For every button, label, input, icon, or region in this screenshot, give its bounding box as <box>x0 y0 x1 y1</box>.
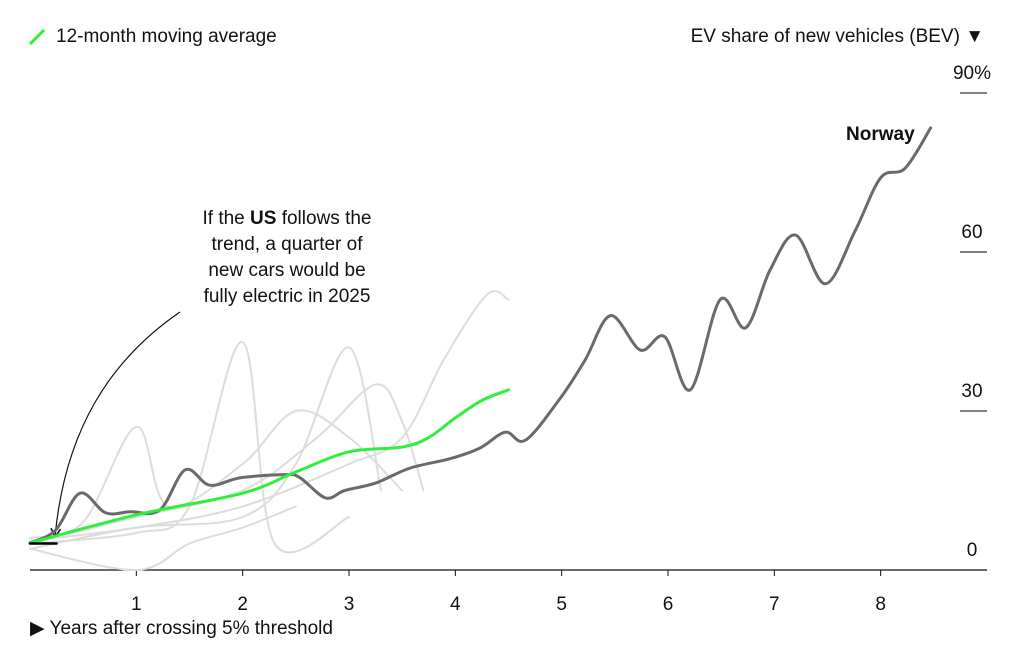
series-line <box>29 290 510 542</box>
annotation-text: follows the <box>276 208 371 229</box>
series-line <box>28 388 510 545</box>
x-tick-label: 8 <box>875 594 886 615</box>
x-tick-label: 6 <box>663 594 674 615</box>
series-line <box>29 341 350 554</box>
y-tick-label: 30 <box>961 381 982 402</box>
y-tick-label: 60 <box>961 222 982 243</box>
y-tick-label: 90% <box>953 63 991 84</box>
legend-label: 12-month moving average <box>56 26 277 47</box>
y-axis-title: EV share of new vehicles (BEV) ▼ <box>691 26 984 47</box>
annotation-text: If the <box>203 208 251 229</box>
annotation-line: If the US follows the <box>203 208 372 229</box>
annotation-line: fully electric in 2025 <box>204 286 371 307</box>
annotation-line: trend, a quarter of <box>211 234 363 255</box>
series-line <box>29 383 425 545</box>
series-line <box>28 126 933 545</box>
x-tick-label: 4 <box>450 594 461 615</box>
annotation-line: new cars would be <box>208 260 365 281</box>
x-axis-title: ▶ Years after crossing 5% threshold <box>30 618 333 639</box>
legend-swatch <box>28 28 46 46</box>
x-tick-label: 7 <box>769 594 780 615</box>
series-label: Norway <box>846 124 915 145</box>
x-tick-label: 1 <box>131 594 142 615</box>
x-tick-label: 3 <box>344 594 355 615</box>
y-tick-label: 0 <box>967 540 978 561</box>
series-line <box>29 505 297 572</box>
annotation-bold: US <box>250 208 276 229</box>
x-tick-label: 2 <box>237 594 248 615</box>
series-line <box>29 346 382 550</box>
x-tick-label: 5 <box>556 594 567 615</box>
annotation-arrow <box>50 311 181 539</box>
